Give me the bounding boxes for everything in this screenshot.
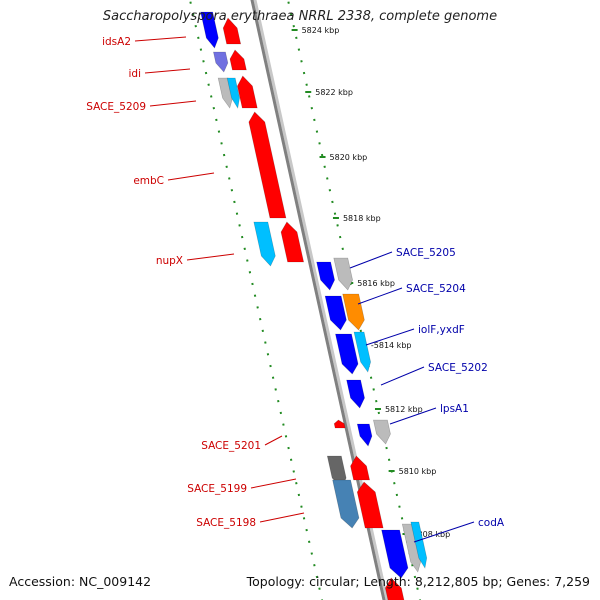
kbp-label: 5820 kbp bbox=[330, 153, 368, 162]
kbp-label: 5812 kbp bbox=[385, 405, 423, 414]
kbp-label: 5824 kbp bbox=[302, 26, 340, 35]
gene-SACE-5209-cyan bbox=[226, 77, 240, 109]
gene-nupX-cyan-arrow bbox=[253, 221, 276, 267]
label-SACE-5202-leader bbox=[380, 366, 425, 386]
gene-idsA2-reverse bbox=[200, 11, 219, 49]
label-SACE-5209: SACE_5209 bbox=[86, 101, 146, 113]
kbp-label: 5818 kbp bbox=[343, 214, 381, 223]
gene-bottom-forward bbox=[385, 577, 405, 600]
label-SACE-5204-leader bbox=[357, 287, 403, 305]
label-SACE-5198: SACE_5198 bbox=[196, 517, 256, 529]
gene-SACE-5205-reverse bbox=[316, 261, 335, 291]
label-idi: idi bbox=[129, 68, 142, 80]
gene-codA-gray bbox=[401, 523, 421, 573]
label-nupX-leader bbox=[186, 253, 235, 261]
label-nupX: nupX bbox=[156, 255, 183, 267]
gene-SACE-5198-steel bbox=[332, 479, 360, 529]
gene-SACE-5199-forward bbox=[350, 455, 370, 481]
gene-lpsA1-gray-arrow bbox=[373, 419, 391, 445]
gene-lpsA1-reverse bbox=[356, 423, 373, 447]
label-embC: embC bbox=[133, 175, 164, 187]
label-iolF-yxdF-leader bbox=[365, 328, 415, 346]
label-codA: codA bbox=[478, 517, 505, 529]
gene-SACE-5198-forward-arrow bbox=[356, 481, 384, 529]
left-boundary-line bbox=[188, 0, 324, 600]
label-SACE-5202: SACE_5202 bbox=[428, 362, 488, 374]
label-iolF-yxdF: iolF,yxdF bbox=[418, 324, 465, 336]
gene-idi-forward bbox=[229, 49, 247, 71]
kbp-label: -5814 kbp bbox=[371, 341, 412, 350]
gene-embC-forward bbox=[248, 111, 287, 219]
gene-SACE-5204-reverse bbox=[324, 295, 347, 331]
gene-SACE-5204-orange-arrow bbox=[342, 293, 365, 331]
gene-idsA2-reverse-arrow bbox=[200, 11, 219, 49]
gene-SACE-5198-forward bbox=[356, 481, 384, 529]
label-idsA2-leader bbox=[134, 36, 187, 42]
label-SACE-5201: SACE_5201 bbox=[201, 440, 261, 452]
gene-iolF-reverse-arrow bbox=[335, 333, 359, 375]
gene-SACE-5209-forward bbox=[237, 75, 258, 109]
label-embC-leader bbox=[167, 172, 215, 181]
gene-codA-cyan bbox=[410, 521, 428, 569]
label-SACE-5198-leader bbox=[259, 512, 305, 523]
gene-SACE-5204-reverse-arrow bbox=[324, 295, 347, 331]
label-idi-leader bbox=[144, 68, 191, 74]
gene-iolF-cyan-arrow bbox=[353, 331, 371, 373]
label-SACE-5199: SACE_5199 bbox=[187, 483, 247, 495]
gene-idi-reverse bbox=[213, 51, 229, 73]
gene-idsA2-forward-arrow bbox=[222, 17, 242, 45]
gene-SACE-5202-reverse-arrow bbox=[346, 379, 365, 409]
gene-nupX-cyan bbox=[253, 221, 276, 267]
gene-SACE-5198-steel-arrow bbox=[332, 479, 360, 529]
gene-codA-gray-arrow bbox=[401, 523, 421, 573]
label-idsA2: idsA2 bbox=[102, 36, 131, 48]
gene-SACE-5209-cyan-arrow bbox=[226, 77, 240, 109]
gene-SACE-5199-forward-arrow bbox=[350, 455, 370, 481]
label-SACE-5209-leader bbox=[149, 100, 197, 107]
gene-codA-reverse bbox=[381, 529, 409, 579]
label-SACE-5205-leader bbox=[349, 251, 393, 269]
gene-codA-reverse-arrow bbox=[381, 529, 409, 579]
label-lpsA1: lpsA1 bbox=[440, 403, 469, 415]
label-SACE-5204: SACE_5204 bbox=[406, 283, 466, 295]
gene-SACE-5201-forward-arrow bbox=[333, 419, 346, 429]
gene-idsA2-forward bbox=[222, 17, 242, 45]
kbp-label: 5810 kbp bbox=[399, 467, 437, 476]
gene-idi-reverse-arrow bbox=[213, 51, 229, 73]
gene-SACE-5209-forward-arrow bbox=[237, 75, 258, 109]
gene-codA-cyan-arrow bbox=[410, 521, 428, 569]
gene-SACE-5201-forward bbox=[333, 419, 346, 429]
accession-text: Accession: NC_009142 bbox=[9, 574, 152, 589]
gene-SACE-5204-orange bbox=[342, 293, 365, 331]
topology-text: Topology: circular; Length: 8,212,805 bp… bbox=[246, 574, 590, 589]
gene-SACE-5205-gray bbox=[333, 257, 353, 291]
gene-lpsA1-gray bbox=[373, 419, 391, 445]
gene-SACE-5202-reverse bbox=[346, 379, 365, 409]
label-SACE-5205: SACE_5205 bbox=[396, 247, 456, 259]
kbp-label: 5816 kbp bbox=[357, 279, 395, 288]
gene-SACE-5205-gray-arrow bbox=[333, 257, 353, 291]
gene-embC-forward-arrow bbox=[248, 111, 287, 219]
gene-SACE-5205-reverse-arrow bbox=[316, 261, 335, 291]
label-codA-leader bbox=[413, 521, 475, 543]
kbp-label: 5808 kbp bbox=[412, 530, 450, 539]
gene-nupX-forward bbox=[280, 221, 305, 263]
kbp-label: 5822 kbp bbox=[315, 88, 353, 97]
gene-bottom-forward-arrow bbox=[385, 577, 405, 600]
genome-title: Saccharopolyspora erythraea NRRL 2338, c… bbox=[102, 9, 498, 24]
gene-iolF-reverse bbox=[335, 333, 359, 375]
gene-idi-forward-arrow bbox=[229, 49, 247, 71]
label-SACE-5201-leader bbox=[264, 435, 283, 446]
gene-nupX-forward-arrow bbox=[280, 221, 305, 263]
gene-iolF-cyan bbox=[353, 331, 371, 373]
label-SACE-5199-leader bbox=[250, 478, 297, 489]
label-lpsA1-leader bbox=[389, 407, 437, 425]
gene-lpsA1-reverse-arrow bbox=[356, 423, 373, 447]
